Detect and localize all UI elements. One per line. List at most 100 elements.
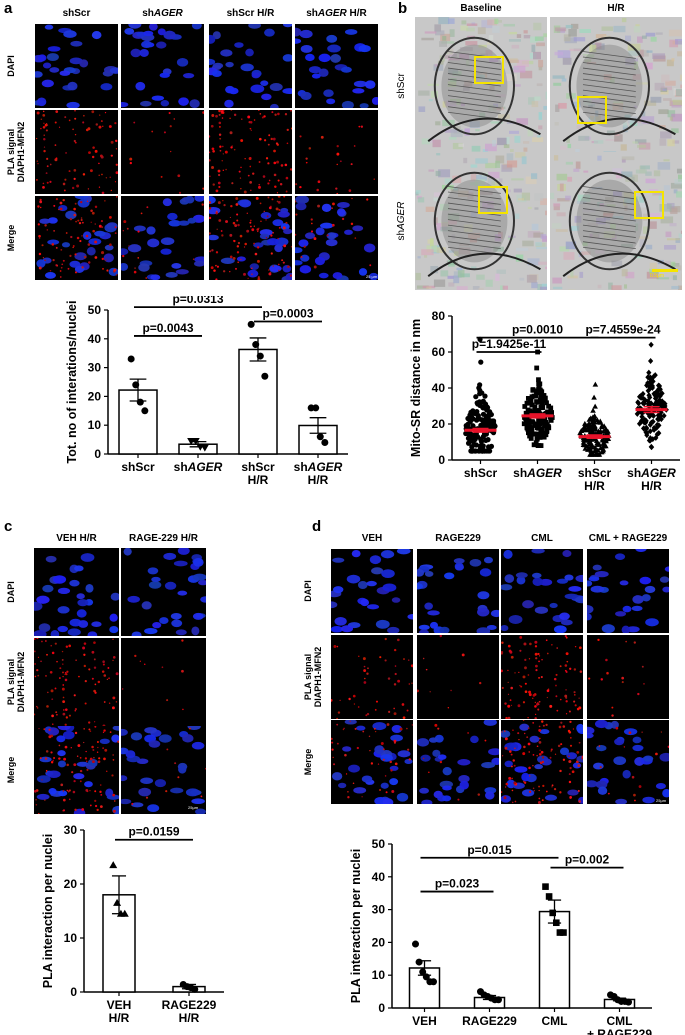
d-image-r2-c3	[587, 720, 669, 804]
data-point	[536, 386, 542, 392]
y-tick-label: 60	[432, 345, 446, 359]
data-point	[597, 445, 604, 451]
data-point	[525, 396, 531, 401]
data-point	[141, 407, 149, 415]
panel-label-d: d	[312, 518, 322, 535]
data-point	[594, 451, 601, 457]
chart-d-pla-interaction: 0 10 20 30 40 50 PLA interaction per nuclei VEH…	[349, 837, 652, 1035]
data-point	[191, 985, 199, 993]
x-category-label: shScr	[578, 466, 612, 480]
data-point	[598, 424, 605, 430]
data-point	[638, 417, 645, 424]
data-point	[545, 893, 553, 900]
data-point	[634, 410, 640, 417]
p-value-label: p=0.0313	[172, 296, 223, 306]
data-point	[657, 413, 663, 420]
y-tick-label: 50	[372, 837, 386, 851]
d-image-r1-c2	[501, 635, 583, 719]
y-tick-label: 0	[70, 985, 77, 999]
data-point	[538, 405, 544, 410]
data-point	[527, 429, 533, 435]
b-scalebar: 0.5µm	[650, 273, 664, 279]
x-category-label: RAGE229	[162, 998, 217, 1012]
data-point	[474, 434, 481, 440]
x-category-label: shScr	[464, 466, 498, 480]
d-image-r1-c3	[587, 635, 669, 719]
data-point	[534, 425, 540, 431]
d-image-r2-c1	[417, 720, 499, 804]
data-point	[530, 420, 536, 425]
y-tick-label: 40	[432, 381, 446, 395]
roi-box	[634, 191, 664, 219]
y-axis-label: PLA interaction per nuclei	[349, 849, 363, 1003]
d-image-r0-c3	[587, 549, 669, 633]
b-row-label-1: shAGER	[396, 201, 407, 241]
y-tick-label: 20	[432, 417, 446, 431]
a-row-label-1: PLA signal DIAPH1-MFN2	[6, 121, 26, 183]
p-value-label: p=0.0043	[142, 321, 193, 335]
data-point	[538, 443, 544, 448]
data-point	[592, 448, 598, 454]
data-point	[588, 450, 595, 456]
d-image-r2-c2	[501, 720, 583, 804]
data-point	[590, 407, 596, 413]
data-point	[661, 412, 667, 419]
x-category-label: CML	[607, 1014, 633, 1028]
data-point	[136, 398, 144, 406]
p-value-label: p=1.9425e-11	[472, 337, 547, 351]
x-category-label: H/R	[109, 1011, 130, 1025]
p-value-label: p=0.0010	[512, 323, 563, 337]
data-point	[653, 434, 659, 441]
data-point	[549, 909, 556, 917]
d-col-label-2: CML	[531, 533, 553, 544]
roi-box	[474, 56, 504, 84]
data-point	[536, 431, 542, 437]
data-point	[600, 428, 607, 434]
d-row-label-0: DAPI	[303, 580, 313, 602]
a-image-r0-c1	[121, 24, 204, 108]
x-category-label: VEH	[107, 998, 132, 1012]
data-point	[492, 423, 498, 430]
data-point	[477, 443, 484, 449]
data-point	[540, 397, 545, 403]
data-point	[578, 428, 585, 434]
data-point	[536, 399, 541, 405]
a-image-r1-c0	[35, 110, 118, 194]
bar	[538, 910, 571, 1009]
data-point	[603, 426, 609, 432]
data-point	[412, 940, 419, 948]
data-point	[654, 398, 660, 405]
data-point	[531, 393, 537, 399]
data-point	[597, 419, 604, 425]
y-tick-label: 20	[88, 389, 102, 403]
c-image-r2-c1	[121, 726, 206, 814]
data-point	[526, 417, 532, 423]
d-row-label-1: PLA signal DIAPH1-MFN2	[303, 646, 323, 708]
data-point	[482, 448, 488, 454]
y-tick-label: 10	[372, 968, 386, 982]
data-point	[532, 404, 538, 409]
data-point	[539, 402, 545, 407]
data-point	[654, 388, 660, 395]
data-point	[656, 416, 662, 423]
y-axis-label: Tot. no of interations/nuclei	[65, 301, 79, 464]
data-point	[479, 417, 485, 423]
a-image-r0-c3	[295, 24, 378, 108]
data-point	[538, 393, 544, 398]
chart-a-interactions-per-nuclei: 0 10 20 30 40 50 Tot. no of interations/nuclei…	[65, 296, 348, 487]
x-category-label: H/R	[641, 479, 662, 493]
data-point	[479, 390, 485, 396]
a-image-r0-c0	[35, 24, 118, 108]
y-tick-label: 40	[88, 332, 102, 346]
p-value-label: p=0.0159	[128, 825, 179, 839]
data-point	[465, 440, 472, 446]
y-tick-label: 50	[88, 303, 102, 317]
a-row-label-0: DAPI	[6, 55, 16, 77]
c-image-r0-c1	[121, 548, 206, 636]
data-point	[591, 430, 597, 436]
data-point	[560, 929, 567, 936]
bar	[238, 348, 278, 455]
data-point	[484, 404, 490, 410]
x-category-label: VEH	[412, 1014, 437, 1028]
data-point	[587, 438, 593, 444]
